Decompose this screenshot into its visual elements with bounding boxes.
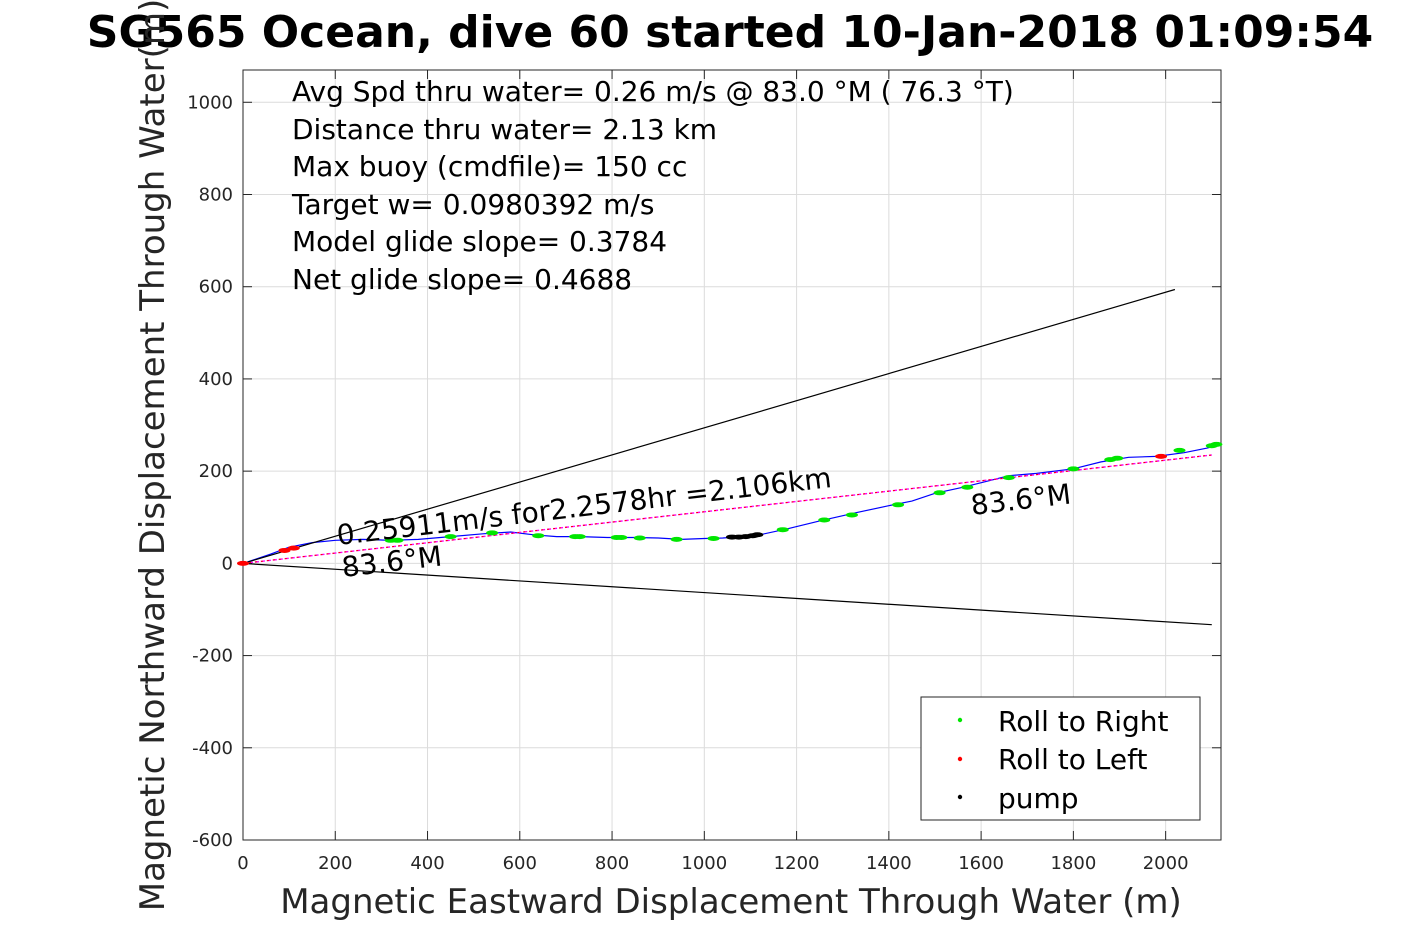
x-axis-label: Magnetic Eastward Displacement Through W…	[280, 882, 1182, 922]
y-tick-label: 400	[199, 369, 233, 390]
marker-roll-left	[287, 545, 300, 551]
chart-title: SG565 Ocean, dive 60 started 10-Jan-2018…	[87, 7, 1373, 58]
marker-roll-right	[670, 536, 683, 542]
legend-label-pump: pump	[998, 782, 1079, 815]
marker-roll-right	[486, 530, 499, 536]
marker-roll-right	[776, 527, 789, 533]
marker-roll-right	[615, 535, 628, 541]
x-tick-label: 800	[595, 853, 629, 874]
marker-roll-right	[845, 512, 858, 518]
marker-roll-right	[933, 490, 946, 496]
marker-roll-right	[892, 502, 905, 508]
info-line-distance: Distance thru water= 2.13 km	[292, 113, 717, 146]
x-tick-label: 400	[410, 853, 444, 874]
marker-roll-right	[1173, 447, 1186, 453]
axis-ticks: 0 200 400 600 800 1000 1200 1400 1600 1800 2000100…	[187, 70, 1221, 874]
info-line-net-glide: Net glide slope= 0.4688	[292, 263, 632, 296]
x-tick-label: 2000	[1143, 853, 1189, 874]
legend-box	[920, 696, 1201, 821]
marker-roll-right	[1002, 475, 1015, 481]
x-tick-label: 1200	[774, 853, 820, 874]
legend-marker-roll-right	[957, 717, 963, 723]
marker-roll-right	[961, 484, 974, 490]
legend-label-roll-right: Roll to Right	[998, 705, 1169, 738]
legend-marker-pump	[957, 794, 963, 800]
series-line-upper-envelope	[242, 288, 1176, 564]
legend: Roll to Right Roll to Left pump	[920, 696, 1201, 821]
y-axis-label: Magnetic Northward Displacement Through …	[133, 0, 173, 911]
plot-area	[242, 69, 1222, 841]
info-line-max-buoy: Max buoy (cmdfile)= 150 cc	[292, 150, 687, 183]
info-line-avg-speed: Avg Spd thru water= 0.26 m/s @ 83.0 °M (…	[292, 75, 1014, 108]
marker-roll-right	[391, 537, 404, 543]
data-markers	[237, 441, 1223, 566]
y-tick-label: 600	[199, 277, 233, 298]
x-tick-label: 1800	[1050, 853, 1096, 874]
y-tick-label: -400	[192, 738, 233, 759]
marker-roll-right	[573, 534, 586, 540]
marker-roll-right	[707, 535, 720, 541]
y-tick-label: 800	[199, 184, 233, 205]
heading-line-overlay	[242, 454, 1212, 564]
marker-roll-right	[633, 535, 646, 541]
x-tick-label: 1400	[866, 853, 912, 874]
marker-roll-right	[1067, 466, 1080, 472]
x-tick-label: 1000	[681, 853, 727, 874]
x-tick-label: 600	[503, 853, 537, 874]
y-tick-label: -200	[192, 646, 233, 667]
marker-roll-right	[1210, 441, 1223, 447]
x-tick-label: 200	[318, 853, 352, 874]
marker-roll-left	[1155, 453, 1168, 459]
x-tick-label: 1600	[958, 853, 1004, 874]
marker-roll-right	[1111, 455, 1124, 461]
y-tick-label: 1000	[187, 92, 233, 113]
y-tick-label: 0	[222, 553, 233, 574]
info-line-model-glide: Model glide slope= 0.3784	[292, 225, 667, 258]
series-line-lower-envelope	[242, 562, 1212, 626]
legend-label-roll-left: Roll to Left	[998, 743, 1147, 776]
marker-pump	[751, 532, 764, 538]
marker-roll-left	[237, 560, 249, 566]
legend-marker-roll-left	[957, 756, 963, 762]
y-tick-label: 200	[199, 461, 233, 482]
marker-roll-left	[278, 547, 291, 553]
marker-roll-right	[818, 517, 831, 523]
marker-roll-right	[532, 533, 545, 539]
x-tick-label: 0	[237, 853, 248, 874]
info-text-block: Avg Spd thru water= 0.26 m/s @ 83.0 °M (…	[291, 75, 1014, 296]
marker-roll-right	[444, 534, 457, 540]
y-tick-label: -600	[192, 830, 233, 851]
info-line-target-w: Target w= 0.0980392 m/s	[291, 188, 654, 221]
